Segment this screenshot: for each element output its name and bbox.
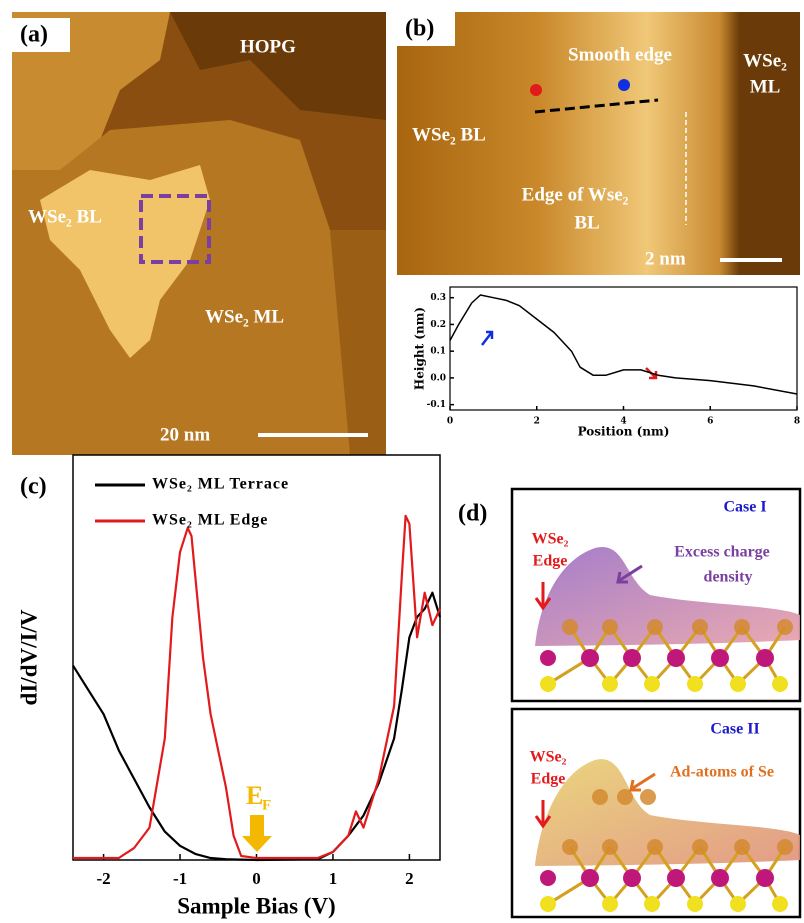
diagram-label: WSe₂ [530,749,567,766]
panel-label: (b) [405,16,434,42]
legend-label: WSe₂ ML Edge [152,512,268,529]
fermi-arrow [242,815,272,852]
image-label: WSe₂ BL [412,124,486,145]
atom [730,676,746,692]
atom [667,649,685,667]
panel-label: (d) [458,501,487,527]
atom [756,869,774,887]
x-tick-label: 6 [707,417,713,427]
data-line [450,295,797,394]
marker [618,79,630,91]
atom [623,869,641,887]
arrow [482,332,492,345]
atom [777,839,793,855]
atom [756,649,774,667]
x-axis-label: Position (nm) [578,425,670,439]
diagram-label: density [704,569,753,586]
atom [730,896,746,912]
image-label: Smooth edge [568,44,672,65]
atom [777,619,793,635]
atom [602,839,618,855]
atom [772,676,788,692]
x-tick-label: 2 [405,869,414,888]
stm-image-a [12,12,386,455]
diagram-label: Excess charge [674,544,770,561]
image-label: ML [750,76,781,97]
annotation: E [246,781,263,810]
atom [540,676,556,692]
image-label: WSe₂ [743,50,787,71]
atom [640,789,656,805]
x-tick-label: -1 [173,869,187,888]
atom [562,839,578,855]
y-axis-label: Height (nm) [413,307,427,390]
diagram-label: Edge [533,553,568,570]
atom [581,869,599,887]
atom [540,896,556,912]
x-tick-label: 0 [252,869,261,888]
y-tick-label: -0.1 [427,400,446,410]
x-tick-label: 8 [794,417,800,427]
atom [602,619,618,635]
atom [734,619,750,635]
annotation-subscript: F [262,797,271,813]
panel-label: (c) [20,474,47,500]
atom [692,839,708,855]
x-tick-label: 2 [534,417,540,427]
diagram-label: Case I [723,499,766,516]
y-tick-label: 0.2 [430,320,446,330]
atom [711,869,729,887]
diagram-label: Case II [710,721,759,738]
scale-label: 20 nm [160,424,210,445]
scale-label: 2 nm [645,248,686,269]
image-label: HOPG [240,36,296,57]
scale-bar [258,433,368,437]
atom [540,870,556,886]
x-tick-label: -2 [96,869,110,888]
atom [562,619,578,635]
y-tick-label: 0.1 [430,347,446,357]
atom [647,619,663,635]
atom [644,676,660,692]
atom [711,649,729,667]
atom [581,649,599,667]
y-tick-label: 0.3 [430,293,446,303]
atom [540,650,556,666]
legend-label: WSe₂ ML Terrace [152,476,289,493]
atom [687,676,703,692]
diagram-label: WSe₂ [532,531,569,548]
atom [692,619,708,635]
plot-frame [450,287,797,410]
x-tick-label: 1 [329,869,338,888]
diagram-label: Edge [531,771,566,788]
atom [667,869,685,887]
atom [772,896,788,912]
atom [602,676,618,692]
image-label: BL [574,212,599,233]
image-label: WSe₂ ML [205,306,284,327]
atom [734,839,750,855]
atom [644,896,660,912]
y-axis-label: dI/dV/I/V [16,609,41,705]
x-axis-label: Sample Bias (V) [177,893,335,918]
atom [602,896,618,912]
image-label: WSe₂ BL [28,206,102,227]
y-tick-label: 0.0 [430,373,446,383]
atom [592,789,608,805]
figure: (a) HOPG WSe₂ BL WSe₂ ML 20 nm (b) Smoot… [0,0,804,923]
atom [687,896,703,912]
scale-bar [720,258,782,262]
atom [647,839,663,855]
atom [623,649,641,667]
diagram-label: Ad-atoms of Se [670,764,774,781]
panel-label: (a) [20,22,48,48]
x-tick-label: 0 [447,417,453,427]
marker [530,84,542,96]
image-label: Edge of Wse₂ [522,184,629,205]
